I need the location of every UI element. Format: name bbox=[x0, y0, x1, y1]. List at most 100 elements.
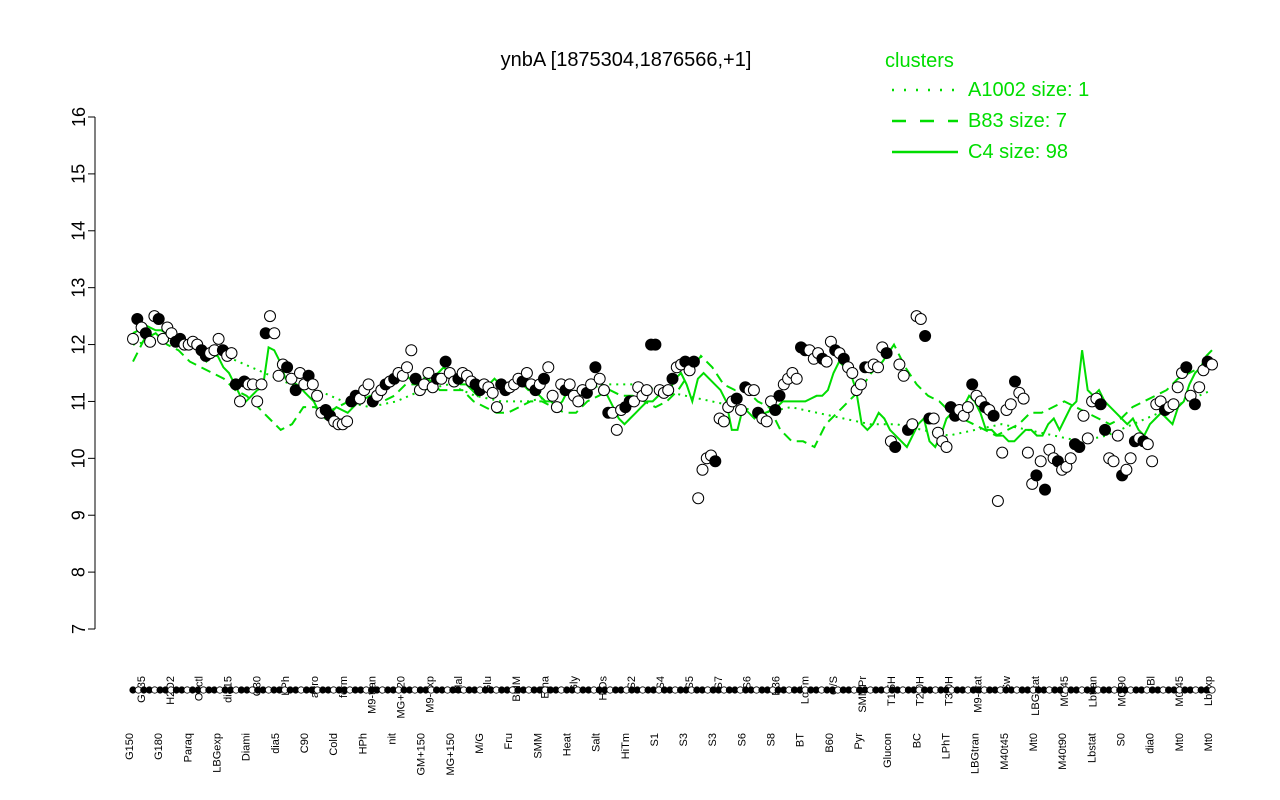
data-point bbox=[311, 389, 324, 402]
x-tick-label-top: MG+120 bbox=[396, 676, 408, 719]
x-tick-label-bottom: S0 bbox=[1116, 733, 1128, 746]
data-point bbox=[255, 378, 268, 391]
y-tick-label: 12 bbox=[69, 335, 89, 355]
x-tick-label-top: M9-exp bbox=[424, 676, 436, 713]
x-tick-label-top: SMMPr bbox=[857, 676, 869, 713]
data-point bbox=[281, 361, 294, 374]
data-point bbox=[439, 355, 452, 368]
x-tick-label-bottom: S3 bbox=[678, 733, 690, 746]
y-tick-label: 9 bbox=[69, 510, 89, 520]
data-point bbox=[914, 313, 927, 325]
data-point bbox=[144, 335, 157, 348]
x-tick-label-bottom: Mt0 bbox=[1028, 733, 1040, 751]
x-tick-label-bottom: Cold bbox=[328, 733, 340, 756]
data-point bbox=[961, 401, 974, 414]
data-point bbox=[735, 404, 747, 416]
data-point bbox=[234, 395, 246, 408]
data-point bbox=[152, 313, 165, 325]
data-point bbox=[773, 389, 786, 402]
x-tick-label-bottom: dia5 bbox=[270, 733, 282, 754]
data-point bbox=[1073, 441, 1086, 453]
data-point bbox=[589, 361, 602, 374]
data-point bbox=[1146, 455, 1159, 468]
y-tick-label: 10 bbox=[69, 448, 89, 468]
x-tick-label-bottom: M40t90 bbox=[1057, 733, 1069, 770]
chart-title: ynbA [1875304,1876566,+1] bbox=[501, 49, 752, 71]
x-tick-label-bottom: Heat bbox=[561, 733, 573, 756]
x-tick-label-bottom: M/G bbox=[474, 733, 486, 754]
data-point bbox=[889, 441, 902, 453]
data-point bbox=[289, 384, 302, 397]
x-tick-label-top: M9-stat bbox=[972, 676, 984, 713]
x-tick-label-bottom: S3 bbox=[707, 733, 719, 746]
data-point bbox=[687, 355, 700, 368]
x-tick-label-bottom: LBGexp bbox=[211, 733, 223, 773]
data-point bbox=[585, 378, 598, 391]
data-point bbox=[717, 415, 730, 428]
x-tick-label-bottom: Lbstat bbox=[1086, 733, 1098, 763]
y-axis: 7 8 9 10 11 12 13 14 15 16 bbox=[69, 107, 96, 634]
data-point bbox=[1039, 483, 1051, 496]
data-point bbox=[212, 332, 225, 345]
y-tick-label: 8 bbox=[69, 567, 89, 577]
x-tick-label-bottom: nit bbox=[386, 733, 398, 745]
data-point bbox=[1030, 469, 1043, 482]
data-point bbox=[730, 392, 743, 405]
data-point bbox=[225, 347, 238, 360]
x-tick-label-bottom: G180 bbox=[153, 733, 165, 760]
x-tick-label-bottom: Mt0 bbox=[1203, 733, 1215, 751]
y-tick-label: 13 bbox=[69, 278, 89, 298]
x-tick-label-top: M9-tran bbox=[367, 676, 379, 714]
data-point bbox=[538, 372, 550, 385]
x-tick-label-top: LBGstat bbox=[1030, 676, 1042, 716]
data-point bbox=[1111, 429, 1124, 442]
data-point bbox=[1171, 381, 1184, 394]
y-tick-label: 14 bbox=[69, 221, 89, 241]
data-point bbox=[542, 361, 555, 374]
x-tick-label-bottom: Salt bbox=[591, 733, 603, 752]
x-tick-label-bottom: C90 bbox=[299, 733, 311, 753]
y-tick-label: 16 bbox=[69, 107, 89, 127]
x-axis: G150 G180 Paraq LBGexp Diami dia5 C90 Cold HPh ni… bbox=[124, 675, 1216, 776]
data-point bbox=[1180, 361, 1193, 374]
data-point bbox=[546, 389, 559, 402]
data-point bbox=[747, 384, 760, 397]
data-point bbox=[696, 463, 709, 476]
data-point bbox=[820, 355, 833, 368]
x-tick-label-top: Bl bbox=[1145, 676, 1157, 686]
legend-label: C4 size: 98 bbox=[968, 141, 1068, 163]
legend-label: B83 size: 7 bbox=[968, 110, 1067, 132]
x-tick-label-bottom: Pyr bbox=[853, 733, 865, 750]
data-point bbox=[709, 455, 722, 468]
data-point bbox=[264, 310, 276, 323]
data-points bbox=[127, 310, 1218, 507]
x-tick-label-top: S5 bbox=[684, 676, 696, 689]
x-tick-label-bottom: BC bbox=[911, 733, 923, 748]
x-tick-label-top: S7 bbox=[713, 676, 725, 689]
data-point bbox=[1034, 455, 1047, 468]
data-point bbox=[897, 369, 910, 382]
x-tick-label-bottom: Mt0 bbox=[1174, 733, 1186, 751]
y-tick-label: 11 bbox=[69, 392, 89, 411]
data-point bbox=[550, 401, 563, 414]
data-point bbox=[1167, 398, 1180, 411]
data-point bbox=[640, 384, 653, 397]
data-point bbox=[649, 338, 662, 351]
data-point bbox=[251, 395, 264, 408]
data-point bbox=[1009, 375, 1021, 388]
x-tick-label-bottom: HiTm bbox=[620, 733, 632, 759]
data-point bbox=[157, 332, 169, 345]
x-tick-label-top: S2 bbox=[626, 676, 638, 689]
data-point bbox=[769, 404, 782, 416]
data-point bbox=[893, 358, 906, 371]
data-point bbox=[598, 384, 610, 397]
x-tick-label-bottom: SMM bbox=[532, 733, 544, 759]
data-point bbox=[927, 412, 940, 425]
x-tick-label-bottom: G150 bbox=[124, 733, 136, 760]
data-point bbox=[409, 372, 422, 385]
data-point bbox=[285, 372, 298, 385]
x-tick-label-bottom: dia0 bbox=[1145, 733, 1157, 754]
data-point bbox=[996, 446, 1009, 459]
data-point bbox=[490, 401, 503, 414]
